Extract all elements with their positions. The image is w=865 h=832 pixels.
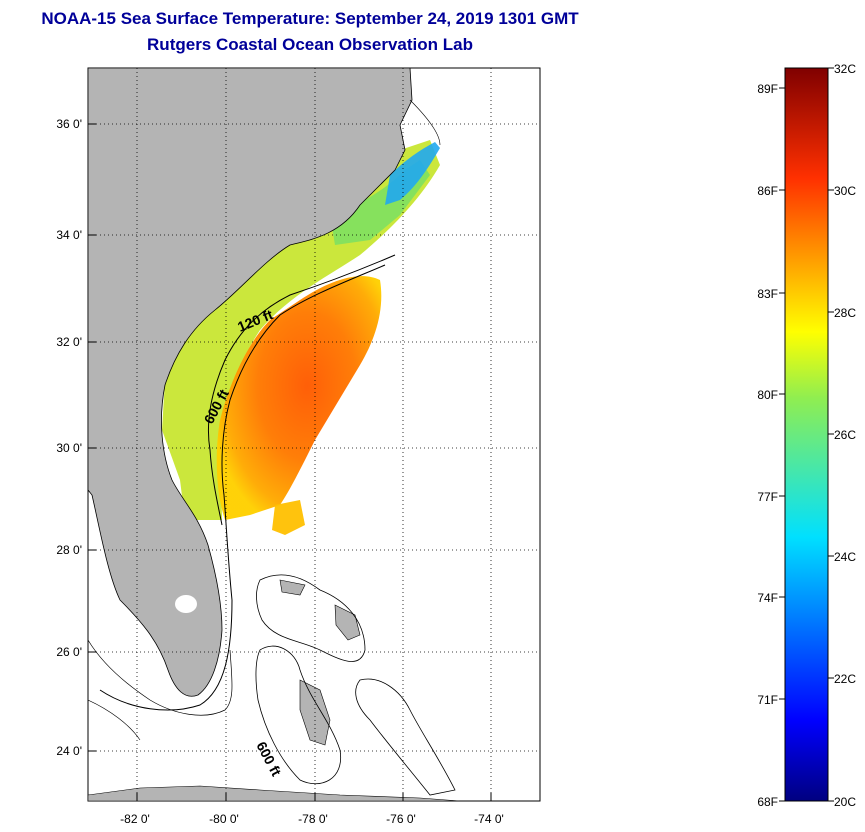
- scale-c-20: 20C: [834, 795, 856, 809]
- lon-label-78: -78 0': [298, 812, 328, 826]
- lon-label-82: -82 0': [120, 812, 150, 826]
- title-line-1: NOAA-15 Sea Surface Temperature: Septemb…: [41, 9, 579, 28]
- contour-600ft: [99, 264, 386, 711]
- scale-c-26: 26C: [834, 428, 856, 442]
- southern-warm-patch: [272, 500, 305, 535]
- scale-f-71: 71F: [757, 693, 778, 707]
- contour-bahamas: [255, 574, 456, 796]
- lat-label-34: 34 0': [56, 228, 82, 242]
- gulf-stream-sst: [216, 276, 382, 520]
- scale-f-80: 80F: [757, 388, 778, 402]
- title-line-2: Rutgers Coastal Ocean Observation Lab: [147, 35, 473, 54]
- lon-label-80: -80 0': [209, 812, 239, 826]
- temperature-color-bar: [784, 67, 829, 802]
- scale-f-77: 77F: [757, 490, 778, 504]
- contour-keys: [88, 639, 233, 716]
- scale-f-74: 74F: [757, 591, 778, 605]
- bahamas-land-3: [279, 579, 306, 596]
- scale-f-86: 86F: [757, 184, 778, 198]
- map-grid: [88, 68, 540, 801]
- lon-label-76: -76 0': [386, 812, 416, 826]
- scale-c-28: 28C: [834, 306, 856, 320]
- frame-ticks: [88, 123, 492, 801]
- scale-f-89: 89F: [757, 82, 778, 96]
- lake-okeechobee: [175, 595, 197, 613]
- scale-c-32: 32C: [834, 62, 856, 76]
- lat-label-36: 36 0': [56, 117, 82, 131]
- lat-label-28: 28 0': [56, 543, 82, 557]
- scale-f-68: 68F: [757, 795, 778, 809]
- scale-f-83: 83F: [757, 287, 778, 301]
- contour-coast-inner: [88, 99, 441, 741]
- scale-c-22: 22C: [834, 672, 856, 686]
- lat-label-30: 30 0': [56, 441, 82, 455]
- cold-water-sst: [385, 142, 440, 205]
- lon-label-74: -74 0': [474, 812, 504, 826]
- colorbar-ticks: [779, 67, 834, 802]
- bahamas-land-2: [334, 604, 361, 641]
- scale-c-24: 24C: [834, 550, 856, 564]
- us-land: [88, 68, 413, 697]
- cuba-land: [88, 785, 461, 801]
- scale-c-30: 30C: [834, 184, 856, 198]
- contour-120ft: [207, 254, 396, 526]
- lat-label-26: 26 0': [56, 645, 82, 659]
- lat-label-24: 24 0': [56, 744, 82, 758]
- lat-label-32: 32 0': [56, 335, 82, 349]
